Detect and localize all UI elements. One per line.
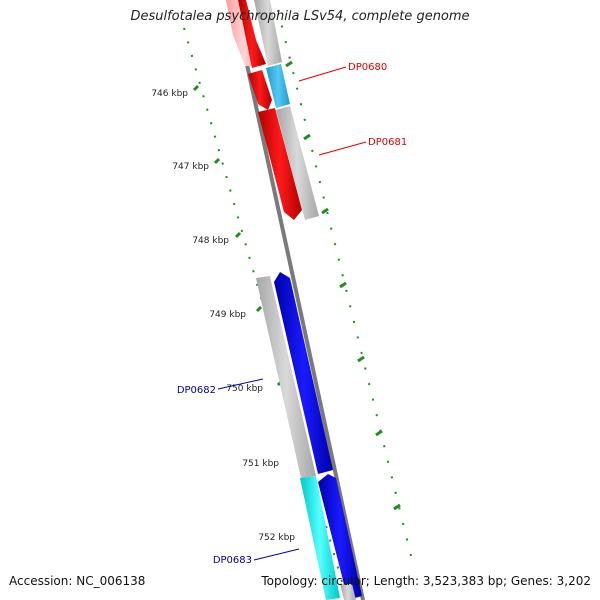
gene-label-dp0682[interactable]: DP0682: [177, 385, 216, 396]
outer-tick-5: [357, 355, 365, 363]
reverse-trna-751: [300, 476, 340, 600]
outer-tick-6: [375, 429, 383, 437]
tick-label: 751 kbp: [242, 459, 279, 469]
reverse-gene-dp0680a: [248, 70, 272, 110]
forward-trna-dp0680: [266, 64, 290, 108]
outer-major-ticks: [285, 60, 401, 511]
reverse-gene-gray-749: [256, 276, 316, 478]
tick-mark-747: [213, 157, 221, 165]
tick-label: 747 kbp: [172, 162, 209, 172]
gene-label-dp0680[interactable]: DP0680: [348, 62, 387, 73]
gene-label-dp0683[interactable]: DP0683: [213, 555, 252, 566]
tick-mark-748: [234, 231, 242, 239]
outer-tick-2: [303, 133, 311, 141]
genome-backbone: [231, 0, 365, 600]
callout-line-dp0682: [217, 378, 264, 390]
tick-label: 752 kbp: [258, 533, 295, 543]
tick-label: 750 kbp: [226, 384, 263, 394]
genome-summary-label: Topology: circular; Length: 3,523,383 bp…: [261, 574, 591, 588]
forward-gene-gray-dp0681: [276, 106, 319, 220]
tick-label: 749 kbp: [209, 310, 246, 320]
gene-label-dp0681[interactable]: DP0681: [368, 137, 407, 148]
forward-gene-gray-top: [254, 0, 282, 66]
forward-gene-gray-bottom: [340, 584, 356, 600]
outer-tick-1: [285, 60, 293, 68]
tick-mark-749: [255, 305, 263, 313]
outer-tick-4: [339, 281, 347, 289]
accession-label: Accession: NC_006138: [9, 574, 146, 588]
tick-label: 746 kbp: [151, 89, 188, 99]
forward-gene-blue-752: [318, 474, 362, 600]
tick-label: 748 kbp: [192, 236, 229, 246]
map-title: Desulfotalea psychrophila LSv54, complet…: [130, 9, 470, 24]
forward-strand-features: [254, 0, 362, 600]
reverse-gene-dp0681: [258, 108, 302, 220]
callout-line-dp0681: [318, 141, 367, 156]
callout-line-dp0683: [253, 548, 300, 561]
outer-tick-3: [321, 207, 329, 215]
reverse-gene-top: [238, 0, 266, 68]
gene-callouts: DP0680 DP0681 DP0682 DP0683: [177, 62, 407, 566]
outer-tick-7: [393, 503, 401, 511]
tick-labels: 746 kbp 747 kbp 748 kbp 749 kbp 750 kbp …: [151, 89, 295, 543]
forward-gene-blue-750: [274, 272, 333, 474]
callout-line-dp0680: [298, 66, 347, 82]
reverse-strand-features: [226, 0, 340, 600]
tick-mark-746: [192, 84, 200, 92]
